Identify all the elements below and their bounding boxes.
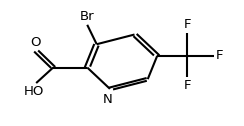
Text: N: N	[103, 93, 113, 106]
Text: F: F	[216, 49, 223, 62]
Text: O: O	[30, 36, 41, 49]
Text: F: F	[184, 18, 191, 31]
Text: Br: Br	[80, 10, 94, 23]
Text: F: F	[184, 79, 191, 92]
Text: HO: HO	[24, 85, 44, 98]
